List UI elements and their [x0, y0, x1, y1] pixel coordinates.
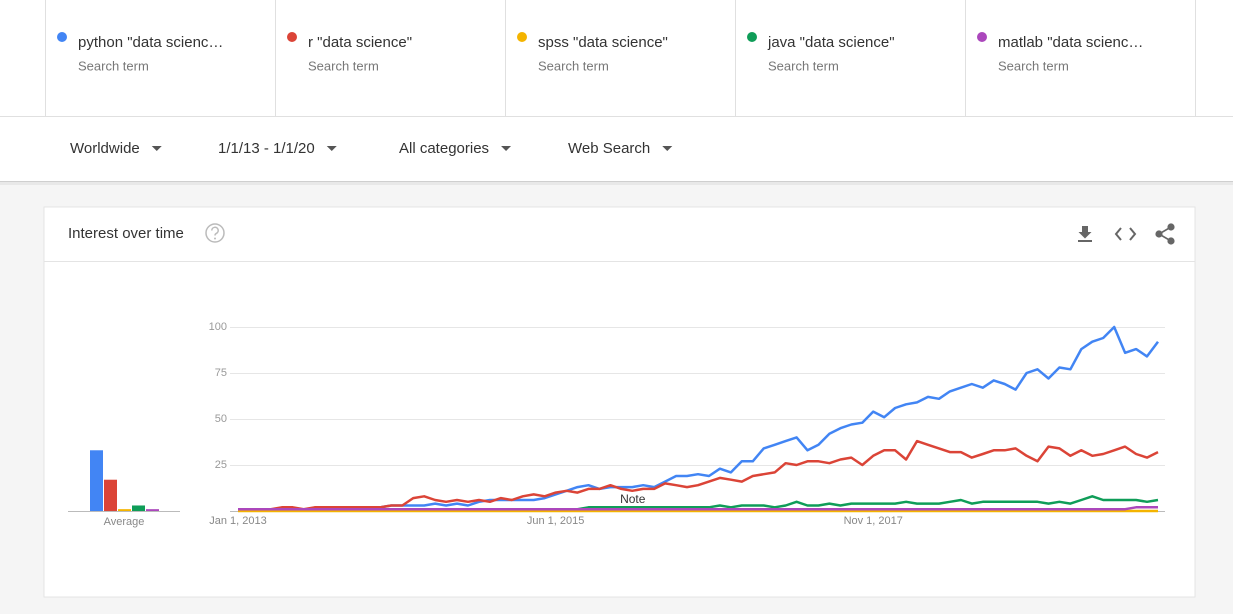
- term-caption: Search term: [998, 58, 1069, 73]
- term-name[interactable]: python "data scienc…: [78, 34, 223, 51]
- filter-dropdown[interactable]: 1/1/13 - 1/1/20: [218, 140, 315, 157]
- card-title: Interest over time: [68, 225, 184, 242]
- dropdown-arrow: [151, 146, 162, 151]
- term-name[interactable]: r "data science": [308, 34, 412, 51]
- term-name[interactable]: matlab "data scienc…: [998, 34, 1143, 51]
- y-tick-label: 100: [209, 321, 227, 333]
- x-tick-label: Jun 1, 2015: [527, 515, 585, 527]
- card: [43, 206, 1196, 598]
- term-dot: [747, 32, 757, 42]
- y-tick-label: 25: [215, 459, 227, 471]
- x-tick-label: Jan 1, 2013: [209, 515, 267, 527]
- y-tick-label: 50: [215, 413, 227, 425]
- term-dot: [57, 32, 67, 42]
- x-tick-label: Average: [104, 516, 145, 528]
- bar: [146, 509, 159, 511]
- embed-icon[interactable]: [1114, 227, 1137, 241]
- filter-dropdown[interactable]: Web Search: [568, 140, 650, 157]
- y-tick-label: 75: [215, 367, 227, 379]
- annotation[interactable]: Note: [620, 492, 646, 506]
- term-dot: [287, 32, 297, 42]
- term-caption: Search term: [308, 58, 379, 73]
- series-line: [238, 506, 1158, 511]
- dropdown-arrow: [662, 146, 673, 151]
- term-caption: Search term: [78, 58, 149, 73]
- help-icon[interactable]: [205, 223, 225, 243]
- share-icon[interactable]: [1155, 223, 1175, 245]
- filter-dropdown[interactable]: All categories: [399, 140, 489, 157]
- term-caption: Search term: [538, 58, 609, 73]
- dropdown-arrow: [326, 146, 337, 151]
- term-caption: Search term: [768, 58, 839, 73]
- bar: [132, 505, 145, 511]
- dropdown-arrow: [501, 146, 512, 151]
- header-bg: [0, 0, 1233, 181]
- x-tick-label: Nov 1, 2017: [844, 515, 903, 527]
- term-name[interactable]: spss "data science": [538, 34, 668, 51]
- bar: [104, 479, 117, 511]
- bar: [118, 509, 131, 511]
- term-dot: [977, 32, 987, 42]
- term-name[interactable]: java "data science": [767, 34, 895, 51]
- term-dot: [517, 32, 527, 42]
- filter-dropdown[interactable]: Worldwide: [70, 140, 140, 157]
- bar: [90, 450, 103, 511]
- shadow: [0, 182, 1233, 185]
- series-line: [238, 439, 1159, 511]
- download-icon[interactable]: [1078, 226, 1092, 242]
